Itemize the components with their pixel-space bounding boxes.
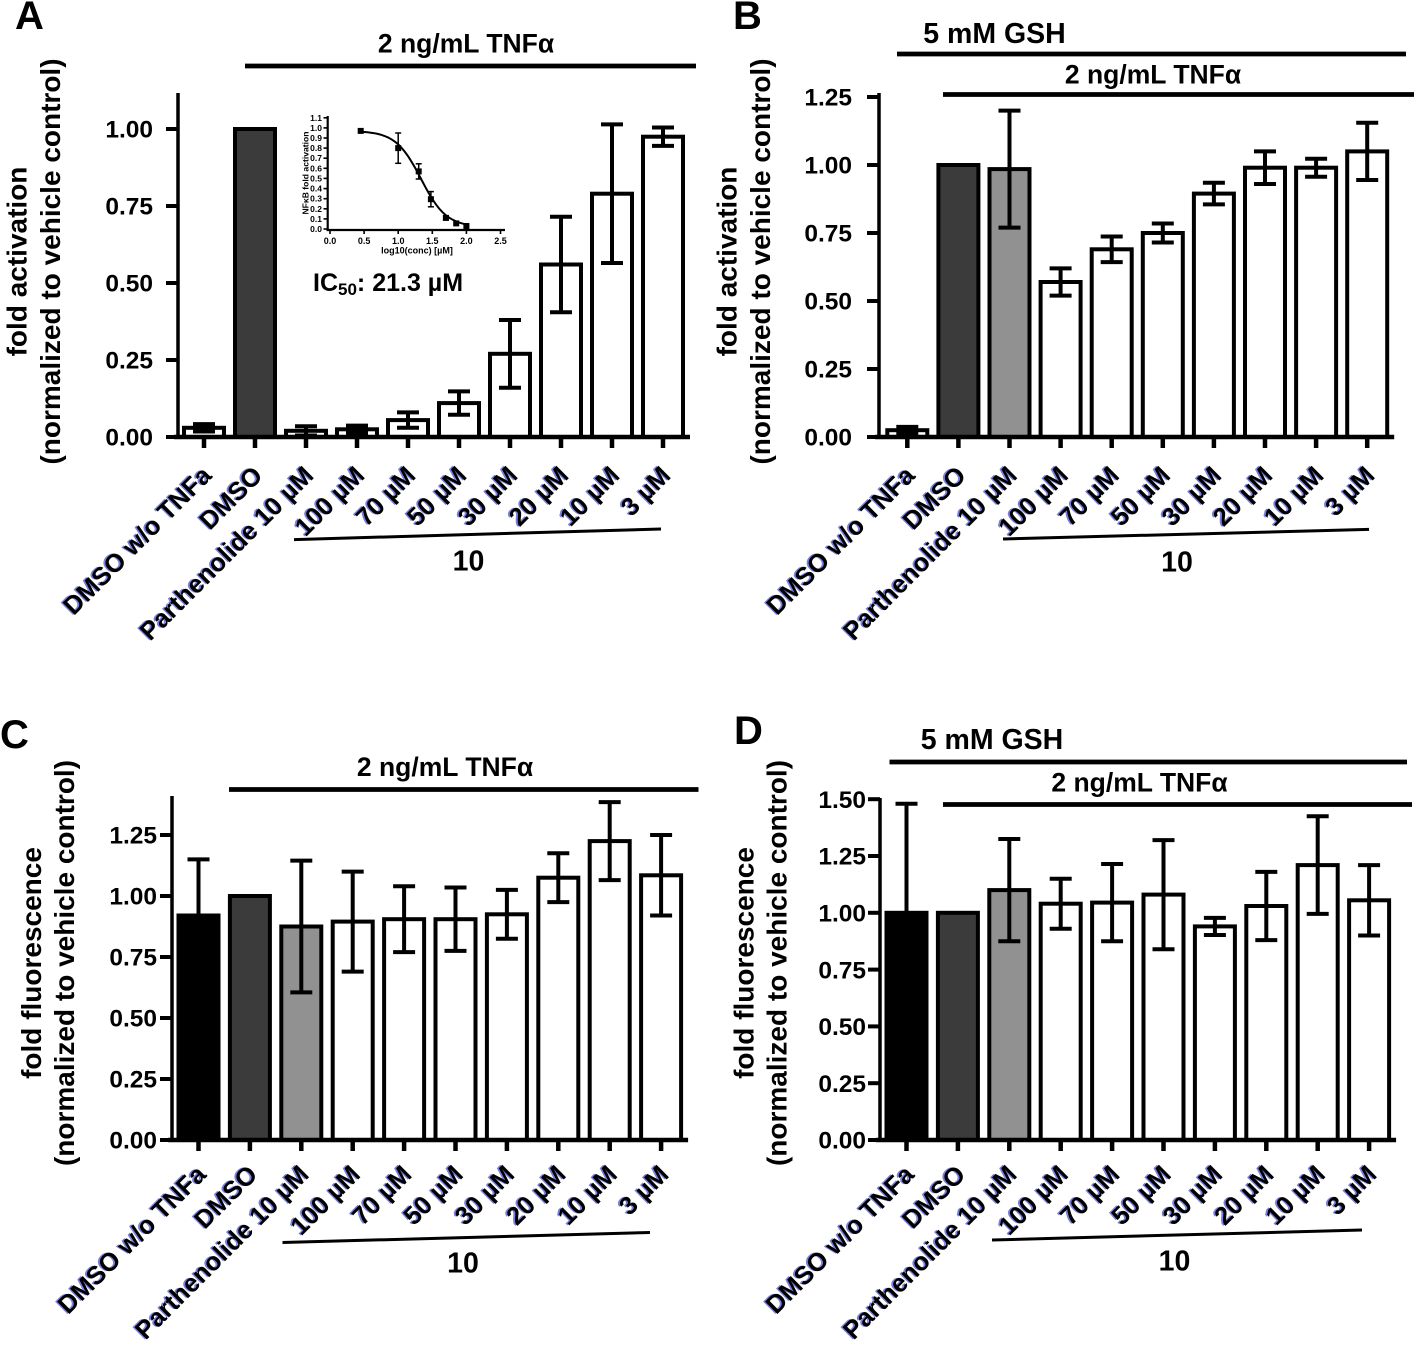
svg-text:2.0: 2.0 [460,236,473,246]
svg-text:0.50: 0.50 [109,1006,157,1033]
svg-text:0.00: 0.00 [105,425,153,452]
svg-text:1.00: 1.00 [804,153,852,180]
svg-text:1.25: 1.25 [109,823,157,850]
svg-text:10: 10 [1159,1246,1191,1278]
svg-text:(normalized to vehicle control: (normalized to vehicle control) [762,760,793,1166]
svg-text:1.25: 1.25 [804,85,852,112]
svg-text:0.2: 0.2 [310,204,322,214]
svg-text:fold activation: fold activation [712,167,743,357]
svg-text:IC50: 21.3 µM: IC50: 21.3 µM [313,269,463,299]
svg-text:0.7: 0.7 [310,153,322,163]
svg-text:2 ng/mL TNFα: 2 ng/mL TNFα [1065,60,1242,90]
svg-text:5 mM GSH: 5 mM GSH [921,724,1064,756]
svg-text:2 ng/mL TNFα: 2 ng/mL TNFα [1051,768,1228,798]
svg-text:1.50: 1.50 [818,787,866,814]
svg-text:2 ng/mL TNFα: 2 ng/mL TNFα [378,29,555,59]
svg-text:1.00: 1.00 [818,901,866,928]
svg-text:1.00: 1.00 [105,117,153,144]
svg-text:1.5: 1.5 [426,236,439,246]
svg-text:0.75: 0.75 [818,957,866,984]
svg-text:fold activation: fold activation [2,167,33,357]
svg-text:0.50: 0.50 [818,1014,866,1041]
svg-text:0.3: 0.3 [310,194,322,204]
svg-text:0.50: 0.50 [804,289,852,316]
svg-text:0.0: 0.0 [324,236,337,246]
svg-text:(normalized to vehicle control: (normalized to vehicle control) [745,58,776,464]
svg-text:0.1: 0.1 [310,214,322,224]
svg-text:(normalized to vehicle control: (normalized to vehicle control) [49,760,80,1166]
svg-text:10: 10 [447,1248,479,1280]
svg-text:1.0: 1.0 [392,236,405,246]
svg-text:2 ng/mL TNFα: 2 ng/mL TNFα [357,752,534,782]
svg-text:5 mM GSH: 5 mM GSH [923,18,1066,50]
svg-text:0.25: 0.25 [109,1067,157,1094]
svg-text:0.0: 0.0 [310,224,322,234]
svg-text:10: 10 [1161,547,1193,579]
svg-text:B: B [733,0,762,38]
svg-text:0.75: 0.75 [109,945,157,972]
svg-text:0.00: 0.00 [804,425,852,452]
svg-text:D: D [734,709,763,753]
svg-text:10: 10 [453,546,485,578]
svg-text:NFκB fold activation: NFκB fold activation [301,131,311,214]
svg-text:0.4: 0.4 [310,184,322,194]
svg-text:C: C [0,713,29,757]
svg-text:0.5: 0.5 [358,236,371,246]
svg-text:0.6: 0.6 [310,163,322,173]
svg-text:0.00: 0.00 [109,1128,157,1155]
svg-text:0.50: 0.50 [105,271,153,298]
svg-text:0.25: 0.25 [105,348,153,375]
svg-text:0.25: 0.25 [818,1071,866,1098]
svg-text:0.75: 0.75 [105,194,153,221]
svg-text:(normalized to vehicle control: (normalized to vehicle control) [35,58,66,464]
svg-text:0.5: 0.5 [310,173,322,183]
svg-text:1.00: 1.00 [109,884,157,911]
svg-text:0.00: 0.00 [818,1128,866,1155]
svg-text:1.0: 1.0 [310,123,322,133]
svg-text:fold fluorescence: fold fluorescence [16,847,47,1079]
svg-text:fold fluorescence: fold fluorescence [729,847,760,1079]
svg-text:0.75: 0.75 [804,221,852,248]
svg-text:1.1: 1.1 [310,113,322,123]
svg-text:0.8: 0.8 [310,143,322,153]
svg-text:1.25: 1.25 [818,844,866,871]
svg-text:log10(conc) [µM]: log10(conc) [µM] [381,246,453,256]
svg-text:0.25: 0.25 [804,357,852,384]
svg-text:2.5: 2.5 [494,236,507,246]
svg-text:A: A [15,0,44,38]
svg-text:0.9: 0.9 [310,133,322,143]
